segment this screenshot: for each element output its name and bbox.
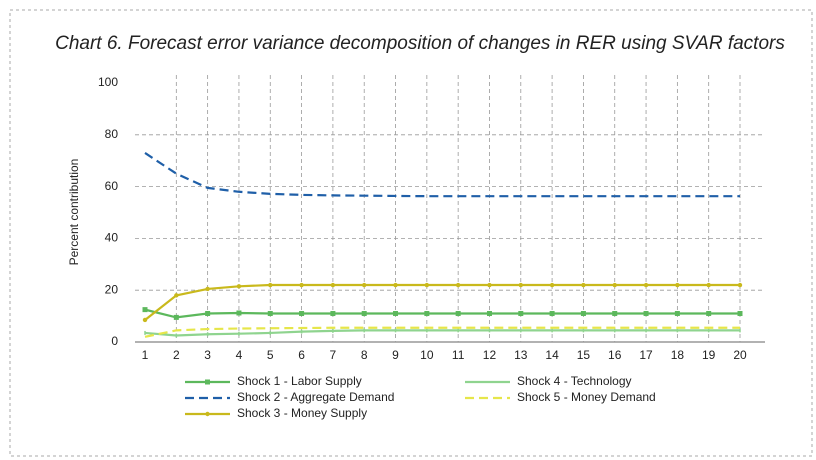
x-tick-label: 8 <box>361 348 368 362</box>
marker <box>643 282 649 288</box>
marker <box>486 311 492 317</box>
marker <box>612 282 617 288</box>
marker <box>549 311 555 317</box>
marker <box>675 282 680 288</box>
x-tick-label: 16 <box>608 348 622 362</box>
y-tick-label: 20 <box>105 282 119 296</box>
marker <box>674 311 680 317</box>
x-tick-label: 18 <box>671 348 685 362</box>
x-tick-label: 1 <box>142 348 149 362</box>
marker <box>518 311 524 317</box>
frame <box>9 9 813 457</box>
marker <box>612 311 618 317</box>
y-tick-label: 100 <box>98 75 118 89</box>
y-tick-label: 40 <box>105 231 119 245</box>
y-tick-label: 80 <box>105 127 119 141</box>
x-tick-label: 13 <box>514 348 528 362</box>
x-tick-label: 4 <box>236 348 243 362</box>
marker <box>393 282 398 288</box>
marker <box>455 282 461 288</box>
marker <box>549 282 555 288</box>
marker <box>737 282 743 288</box>
marker <box>737 311 743 317</box>
series-line <box>144 283 740 321</box>
marker <box>173 314 179 320</box>
legend-label: Shock 5 - Money Demand <box>517 390 656 404</box>
marker <box>581 282 586 288</box>
marker <box>706 311 712 317</box>
x-tick-label: 9 <box>392 348 399 362</box>
x-tick-label: 20 <box>733 348 747 362</box>
series-line <box>144 152 740 198</box>
series-line <box>144 308 740 319</box>
legend-label: Shock 2 - Aggregate Demand <box>237 390 394 404</box>
marker <box>643 311 649 317</box>
legend-marker <box>205 379 210 385</box>
marker <box>706 282 711 288</box>
marker <box>142 317 148 323</box>
marker <box>299 311 305 317</box>
x-tick-label: 6 <box>298 348 305 362</box>
marker <box>142 307 148 313</box>
marker <box>580 311 586 317</box>
x-tick-label: 14 <box>545 348 559 362</box>
x-tick-label: 3 <box>204 348 211 362</box>
marker <box>174 293 179 298</box>
x-tick-label: 17 <box>639 348 653 362</box>
marker <box>236 284 242 289</box>
x-tick-label: 15 <box>577 348 591 362</box>
marker <box>393 311 399 317</box>
marker <box>455 311 461 317</box>
y-tick-label: 0 <box>111 334 118 348</box>
legend-marker <box>205 411 210 417</box>
legend-label: Shock 1 - Labor Supply <box>237 374 362 388</box>
legend-label: Shock 3 - Money Supply <box>237 406 367 420</box>
x-tick-label: 7 <box>330 348 337 362</box>
marker <box>205 311 211 317</box>
x-tick-label: 12 <box>483 348 497 362</box>
series-line <box>144 329 740 337</box>
marker <box>330 311 336 317</box>
marker <box>236 310 242 316</box>
series-line <box>144 326 740 338</box>
x-tick-label: 2 <box>173 348 180 362</box>
x-tick-label: 10 <box>420 348 434 362</box>
marker <box>518 282 523 288</box>
y-axis-label: Percent contribution <box>67 159 81 266</box>
marker <box>361 311 367 317</box>
marker <box>424 311 430 317</box>
marker <box>424 282 430 288</box>
x-tick-label: 19 <box>702 348 716 362</box>
legend-label: Shock 4 - Technology <box>517 374 632 388</box>
marker <box>487 282 492 288</box>
marker <box>267 311 273 317</box>
marker <box>268 282 273 288</box>
marker <box>299 282 304 288</box>
x-tick-label: 5 <box>267 348 274 362</box>
chart-title: Chart 6. Forecast error variance decompo… <box>55 33 785 54</box>
marker <box>330 282 336 288</box>
marker <box>362 282 367 288</box>
y-tick-label: 60 <box>105 179 119 193</box>
x-tick-label: 11 <box>452 348 465 362</box>
marker <box>205 286 210 292</box>
